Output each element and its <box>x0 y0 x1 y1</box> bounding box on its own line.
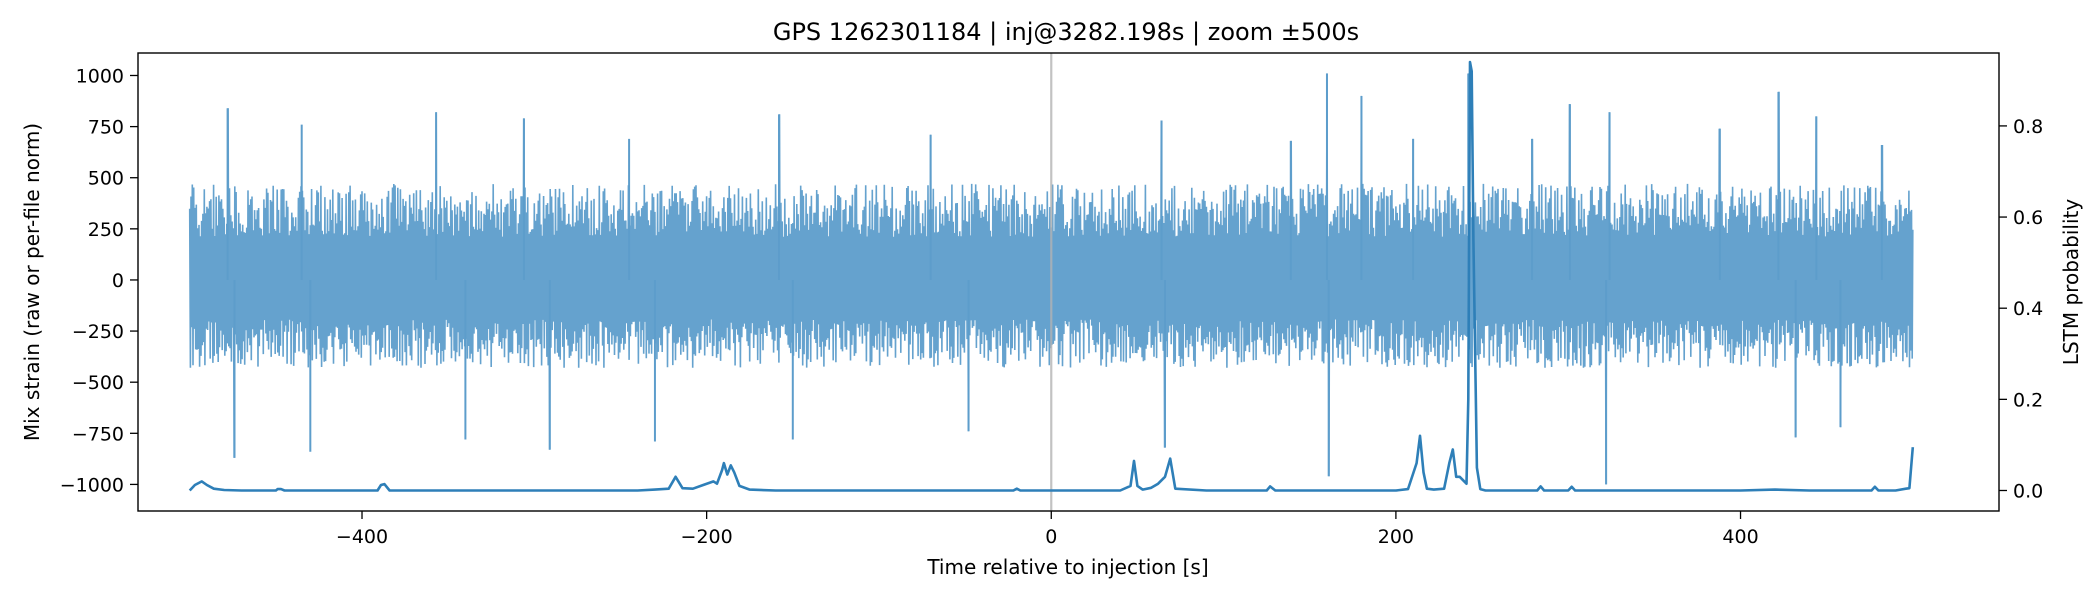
y-tick-label: 750 <box>88 117 124 139</box>
chart-title: GPS 1262301184 | inj@3282.198s | zoom ±5… <box>773 18 1359 46</box>
y-tick-label: −750 <box>72 423 124 445</box>
y2-tick-label: 0.4 <box>2013 298 2043 320</box>
y-tick-label: 250 <box>88 219 124 241</box>
y-tick-label: −250 <box>72 321 124 343</box>
y2-tick-label: 0.8 <box>2013 116 2043 138</box>
x-tick-label: 400 <box>1722 526 1758 548</box>
y-tick-label: 0 <box>112 270 124 292</box>
axes: −400 −200 0 200 400 −1000 −750 −500 −250 0 250 500 7… <box>60 65 2044 548</box>
y2-tick-label: 0.6 <box>2013 207 2043 229</box>
y-axis-label: Mix strain (raw or per-file norm) <box>20 123 44 441</box>
plot-area <box>188 53 1915 511</box>
x-tick-label: −400 <box>336 526 388 548</box>
y2-tick-label: 0.2 <box>2013 389 2043 411</box>
y2-axis-label: LSTM probability <box>2059 199 2083 366</box>
x-axis-label: Time relative to injection [s] <box>926 555 1208 579</box>
y-tick-label: −500 <box>72 372 124 394</box>
y2-tick-label: 0.0 <box>2013 480 2043 502</box>
x-tick-label: 0 <box>1045 526 1057 548</box>
y-tick-label: 500 <box>88 168 124 190</box>
x-tick-label: 200 <box>1378 526 1414 548</box>
plot-frame <box>137 52 2000 512</box>
y-tick-label: −1000 <box>60 474 124 496</box>
y-tick-label: 1000 <box>76 65 124 87</box>
x-tick-label: −200 <box>681 526 733 548</box>
lstm-probability-series <box>188 60 1915 492</box>
